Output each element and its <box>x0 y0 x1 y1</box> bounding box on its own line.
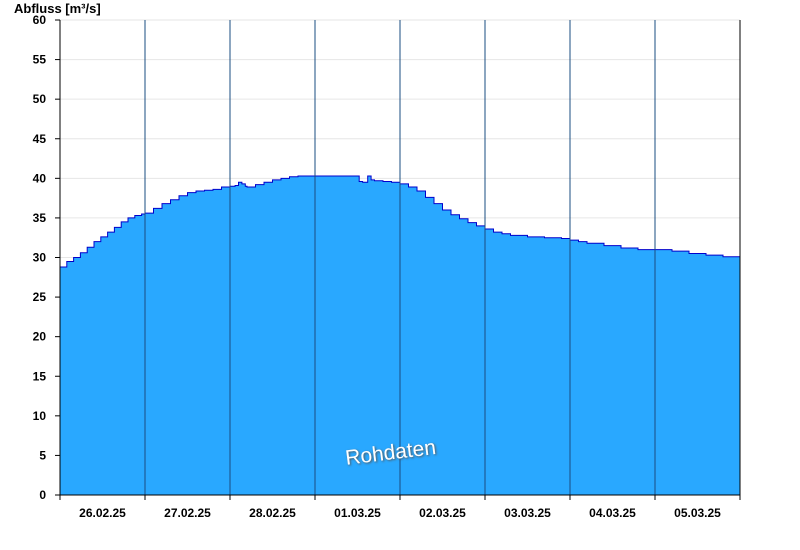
x-tick-label: 03.03.25 <box>504 506 551 520</box>
y-tick-label: 40 <box>33 171 47 185</box>
x-tick-label: 27.02.25 <box>164 506 211 520</box>
y-axis-label: Abfluss [m³/s] <box>14 1 101 16</box>
y-tick-label: 60 <box>33 13 47 27</box>
y-tick-label: 10 <box>33 409 47 423</box>
x-tick-label: 04.03.25 <box>589 506 636 520</box>
y-tick-label: 50 <box>33 92 47 106</box>
x-tick-label: 02.03.25 <box>419 506 466 520</box>
y-tick-label: 0 <box>39 488 46 502</box>
y-tick-label: 55 <box>33 53 47 67</box>
discharge-line <box>60 175 741 268</box>
y-tick-label: 30 <box>33 251 47 265</box>
y-tick-label: 25 <box>33 290 47 304</box>
x-tick-label: 26.02.25 <box>79 506 126 520</box>
y-tick-label: 45 <box>33 132 47 146</box>
x-tick-label: 01.03.25 <box>334 506 381 520</box>
y-tick-label: 5 <box>39 448 46 462</box>
y-tick-label: 15 <box>33 369 47 383</box>
y-tick-label: 20 <box>33 330 47 344</box>
x-tick-label: 28.02.25 <box>249 506 296 520</box>
x-tick-label: 05.03.25 <box>674 506 721 520</box>
y-tick-label: 35 <box>33 211 47 225</box>
